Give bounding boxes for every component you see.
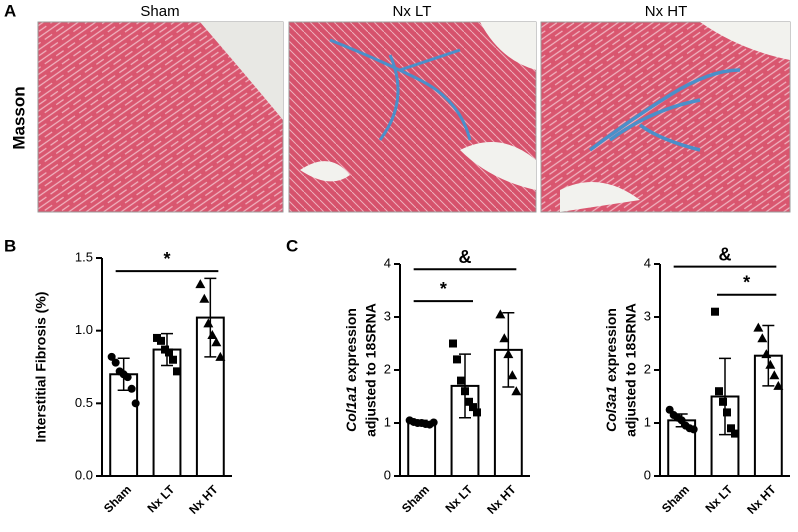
y-axis-label: Interstitial Fibrosis (%): [33, 292, 49, 443]
x-tick-label: Nx HT: [186, 482, 221, 517]
y-tick-label: 4: [384, 255, 391, 270]
y-axis-label: Col3a1 expression: [603, 308, 619, 432]
data-point: [127, 384, 136, 393]
y-axis-label-gene: Col1a1: [343, 386, 359, 432]
x-tick-label: Nx HT: [484, 482, 519, 517]
data-point: [173, 367, 181, 376]
significance-label: *: [743, 272, 750, 292]
data-point: [429, 418, 438, 427]
data-point: [765, 359, 776, 369]
error-bar: [719, 357, 731, 436]
data-point: [203, 318, 214, 328]
error-bar: [204, 277, 217, 358]
y-axis-label-text: expression: [343, 308, 359, 382]
significance-label: *: [440, 279, 447, 299]
x-tick-label: Nx HT: [744, 482, 779, 517]
y-tick-label: 1.5: [75, 249, 93, 264]
y-tick-label: 0.5: [75, 395, 93, 410]
data-point: [211, 337, 222, 347]
data-point: [773, 380, 784, 390]
data-point: [461, 387, 469, 396]
data-point: [207, 330, 218, 340]
bar: [407, 422, 437, 477]
data-point: [761, 349, 772, 359]
data-point: [107, 352, 116, 361]
significance-label: *: [163, 249, 170, 269]
data-point: [719, 397, 727, 406]
y-tick-label: 0: [384, 467, 391, 482]
data-point: [711, 307, 719, 316]
y-tick-label: 1.0: [75, 322, 93, 337]
histology-sham: [37, 21, 284, 213]
data-point: [215, 351, 226, 361]
data-point: [131, 399, 140, 408]
data-point: [511, 386, 522, 396]
y-axis-label-text: expression: [603, 308, 619, 382]
x-tick-label: Sham: [399, 482, 432, 515]
x-tick-label: Sham: [659, 482, 692, 515]
data-point: [731, 429, 739, 438]
x-tick-label: Nx LT: [443, 482, 476, 515]
y-tick-label: 1: [384, 414, 391, 429]
data-point: [449, 339, 457, 348]
histology-nx-ht: [540, 21, 791, 213]
y-axis-label-gene: Col3a1: [603, 386, 619, 432]
column-label: Nx HT: [645, 3, 688, 20]
data-point: [473, 408, 481, 417]
data-point: [757, 333, 768, 343]
column-label: Sham: [140, 3, 179, 20]
data-point: [715, 387, 723, 396]
data-point: [165, 348, 173, 357]
data-point: [199, 293, 210, 303]
y-tick-label: 1: [644, 414, 651, 429]
y-axis-label: adjusted to 18SRNA: [363, 303, 379, 437]
y-axis-label: Col1a1 expression: [343, 308, 359, 432]
panel-label: C: [286, 236, 298, 255]
panel-label: A: [4, 1, 16, 20]
data-point: [469, 403, 477, 412]
y-tick-label: 0: [644, 467, 651, 482]
data-point: [753, 322, 764, 332]
data-point: [507, 370, 518, 380]
data-point: [169, 355, 177, 364]
x-tick-label: Sham: [101, 482, 134, 515]
data-point: [465, 397, 473, 406]
x-tick-label: Nx LT: [145, 482, 178, 515]
data-point: [503, 349, 514, 359]
data-point: [457, 376, 465, 385]
y-axis-label: adjusted to 18SRNA: [623, 303, 639, 437]
significance-label: &: [719, 244, 732, 264]
significance-label: &: [459, 247, 472, 267]
data-point: [499, 333, 510, 343]
data-point: [727, 424, 735, 433]
data-point: [769, 370, 780, 380]
data-point: [495, 309, 506, 319]
row-label: Masson: [9, 86, 28, 149]
data-point: [689, 425, 698, 434]
y-tick-label: 0.0: [75, 467, 93, 482]
x-tick-label: Nx LT: [703, 482, 736, 515]
data-point: [453, 355, 461, 364]
column-label: Nx LT: [393, 3, 432, 20]
y-tick-label: 2: [644, 361, 651, 376]
histology-nx-lt: [288, 21, 537, 213]
data-point: [123, 373, 132, 382]
y-tick-label: 3: [384, 308, 391, 323]
y-tick-label: 4: [644, 255, 651, 270]
panel-label: B: [4, 236, 16, 255]
data-point: [195, 279, 206, 289]
y-tick-label: 2: [384, 361, 391, 376]
y-tick-label: 3: [644, 308, 651, 323]
data-point: [111, 358, 120, 367]
data-point: [157, 336, 165, 345]
data-point: [723, 408, 731, 417]
error-bar: [459, 353, 471, 419]
